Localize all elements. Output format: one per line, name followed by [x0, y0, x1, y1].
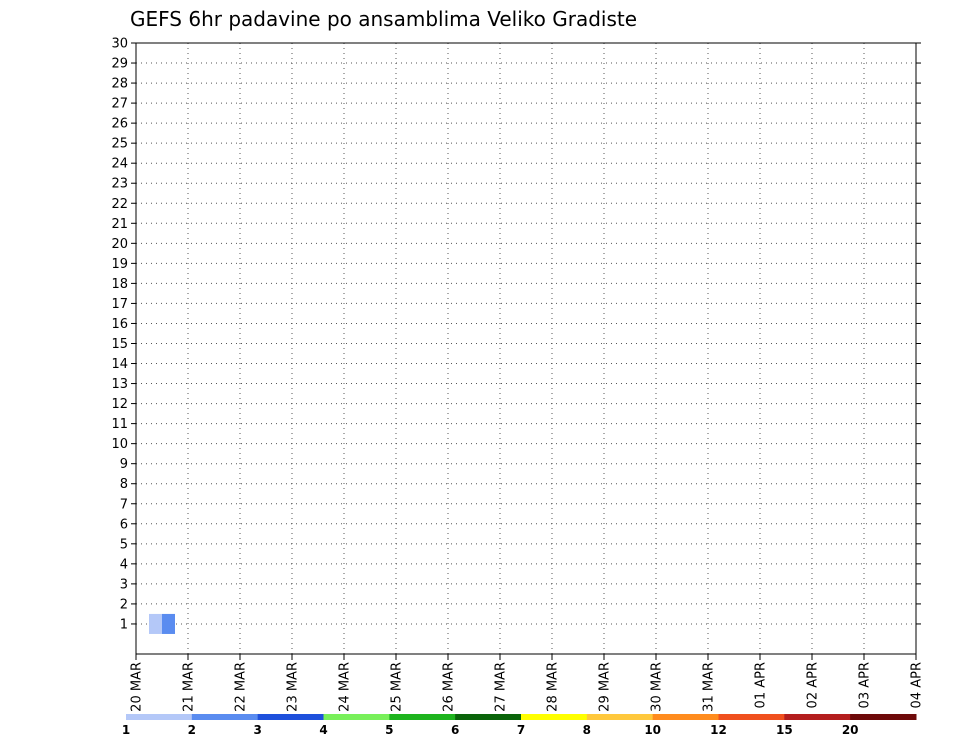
y-tick-label: 5 — [120, 537, 128, 552]
x-tick-label: 04 APR — [910, 662, 925, 708]
x-tick-label: 26 MAR — [442, 662, 457, 712]
legend-label: 8 — [583, 723, 591, 737]
x-tick-label: 22 MAR — [234, 662, 249, 712]
y-tick-label: 28 — [111, 77, 128, 92]
x-tick-label: 03 APR — [858, 662, 873, 708]
legend-swatch — [652, 714, 719, 720]
legend-swatch — [586, 714, 654, 720]
legend-swatch — [455, 714, 522, 720]
y-tick-label: 25 — [111, 137, 128, 152]
legend-swatch — [784, 714, 851, 720]
legend-swatch — [718, 714, 785, 720]
legend-label: 3 — [253, 723, 261, 737]
legend-swatch — [191, 714, 259, 720]
y-tick-label: 13 — [111, 377, 128, 392]
y-tick-label: 22 — [111, 197, 128, 212]
y-tick-label: 1 — [120, 617, 128, 632]
x-tick-label: 01 APR — [754, 662, 769, 708]
y-tick-label: 30 — [111, 37, 128, 52]
legend-swatch — [389, 714, 456, 720]
y-tick-label: 29 — [111, 57, 128, 72]
y-tick-label: 12 — [111, 397, 128, 412]
y-tick-label: 14 — [111, 357, 128, 372]
chart-title: GEFS 6hr padavine po ansamblima Veliko G… — [130, 7, 637, 31]
legend-label: 6 — [451, 723, 459, 737]
legend-label: 2 — [188, 723, 196, 737]
x-tick-label: 25 MAR — [390, 662, 405, 712]
y-tick-label: 7 — [120, 497, 128, 512]
y-tick-label: 17 — [111, 297, 128, 312]
precip-cell — [162, 613, 175, 634]
x-tick-label: 02 APR — [806, 662, 821, 708]
x-tick-label: 20 MAR — [130, 662, 145, 712]
y-tick-label: 15 — [111, 337, 128, 352]
legend-label: 5 — [385, 723, 393, 737]
y-tick-label: 16 — [111, 317, 128, 332]
y-tick-label: 18 — [111, 277, 128, 292]
x-tick-label: 24 MAR — [338, 662, 353, 712]
legend-label: 1 — [122, 723, 130, 737]
legend-label: 4 — [319, 723, 327, 737]
x-tick-label: 30 MAR — [650, 662, 665, 712]
x-tick-label: 29 MAR — [598, 662, 613, 712]
legend-label: 20 — [842, 723, 859, 737]
y-tick-label: 23 — [111, 177, 128, 192]
legend-label: 7 — [517, 723, 525, 737]
grid — [136, 42, 916, 654]
legend-label: 10 — [644, 723, 661, 737]
x-tick-label: 27 MAR — [494, 662, 509, 712]
color-legend: 1 2 3 4 5 6 7 8 10 12 15 20 — [122, 714, 917, 737]
x-axis: 20 MAR 21 MAR 22 MAR 23 MAR 24 MAR 25 MAR 26 M… — [130, 654, 925, 712]
y-tick-label: 2 — [120, 597, 128, 612]
plot-frame — [135, 42, 917, 655]
legend-label: 12 — [710, 723, 727, 737]
y-tick-label: 9 — [120, 457, 128, 472]
y-tick-label: 8 — [120, 477, 128, 492]
legend-swatch — [521, 714, 588, 720]
y-tick-label: 3 — [120, 577, 128, 592]
precip-cell — [149, 613, 162, 634]
x-tick-label: 21 MAR — [182, 662, 197, 712]
y-tick-label: 20 — [111, 237, 128, 252]
x-tick-label: 31 MAR — [702, 662, 717, 712]
x-tick-label: 23 MAR — [286, 662, 301, 712]
precip-cells — [149, 613, 175, 634]
y-tick-label: 6 — [120, 517, 128, 532]
y-tick-label: 26 — [111, 117, 128, 132]
y-tick-label: 10 — [111, 437, 128, 452]
y-tick-label: 11 — [111, 417, 128, 432]
y-tick-label: 27 — [111, 97, 128, 112]
x-tick-label: 28 MAR — [546, 662, 561, 712]
legend-swatch — [323, 714, 390, 720]
y-tick-label: 24 — [111, 157, 128, 172]
y-tick-label: 4 — [120, 557, 128, 572]
legend-swatch — [257, 714, 324, 720]
y-tick-label: 19 — [111, 257, 128, 272]
legend-swatch — [126, 714, 193, 720]
legend-swatch — [850, 714, 917, 720]
y-axis: 1234567891011121314151617181920212223242… — [111, 37, 921, 632]
legend-label: 15 — [776, 723, 793, 737]
y-tick-label: 21 — [111, 217, 128, 232]
